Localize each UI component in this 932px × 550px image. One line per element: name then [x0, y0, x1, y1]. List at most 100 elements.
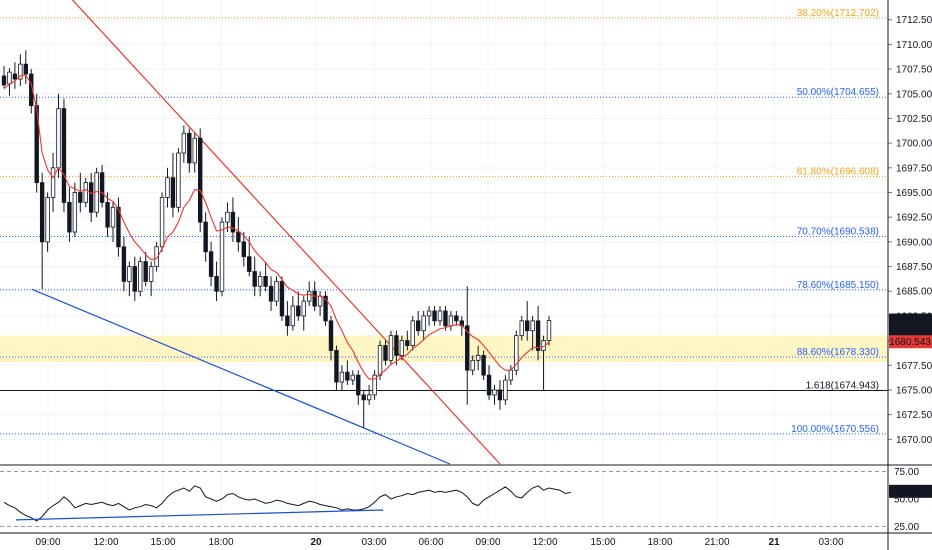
osc-tick-label: 75.00 [894, 467, 919, 478]
moving-average [3, 74, 550, 380]
last-price-badge [889, 313, 932, 340]
candle-body [306, 290, 312, 302]
x-tick-label: 15:00 [150, 537, 175, 548]
candle-body [192, 137, 197, 164]
osc-line [3, 485, 571, 522]
candle-body [519, 320, 524, 337]
candle-body [301, 300, 306, 317]
candle-body [45, 197, 50, 243]
candle-body [257, 276, 263, 287]
candle-body [421, 315, 426, 332]
candle-body [388, 335, 394, 361]
y-tick-label: 1700.000 [896, 139, 932, 150]
fib-label: 78.60%(1685.150) [797, 280, 879, 291]
candle-body [121, 246, 127, 282]
y-tick-label: 1702.500 [896, 114, 932, 125]
candle-body [208, 251, 214, 277]
candle-body [372, 374, 377, 396]
candle-body [143, 261, 148, 282]
candle-body [89, 182, 94, 213]
y-tick-label: 1697.500 [896, 163, 932, 174]
fib-label: 61.80%(1696.608) [797, 167, 879, 178]
candle-body [83, 182, 88, 203]
candle-body [525, 320, 530, 332]
candle-body [23, 63, 28, 75]
candle-body [154, 246, 159, 267]
fib-label: 38.20%(1712.702) [797, 8, 879, 19]
candle-body [432, 310, 437, 322]
candle-body [274, 280, 279, 302]
x-tick-label: 18:00 [647, 537, 672, 548]
candle-body [514, 335, 519, 371]
y-tick-label: 1677.500 [896, 361, 932, 372]
x-tick-label: 12:00 [93, 537, 118, 548]
x-tick-label: 21:00 [704, 537, 729, 548]
fib-zone-rect [0, 335, 888, 363]
x-tick-label: 21 [768, 537, 780, 548]
candle-body [214, 276, 219, 292]
y-tick-label: 1675.000 [896, 385, 932, 396]
candle-body [34, 105, 39, 184]
candle-body [50, 167, 56, 198]
candle-body [18, 63, 23, 80]
candle-body [459, 320, 464, 327]
candle-body [241, 241, 246, 258]
x-tick-label: 06:00 [418, 537, 443, 548]
fib-label: 50.00%(1704.655) [797, 87, 879, 98]
candle-body [405, 340, 410, 346]
ma-price-label: 1680.543 [889, 337, 931, 348]
x-tick-label: 03:00 [818, 537, 843, 548]
fib-label: 100.00%(1670.556) [791, 424, 879, 435]
candle-body [296, 305, 301, 317]
fib-label: 70.70%(1690.538) [797, 227, 879, 238]
fib-label: 88.60%(1678.330) [797, 347, 879, 358]
candle-body [328, 320, 334, 351]
candle-body [285, 315, 290, 327]
candle-body [394, 335, 399, 356]
candle-body [290, 305, 296, 327]
y-tick-label: 1685.000 [896, 287, 932, 298]
candle-body [546, 320, 552, 341]
candle-body [263, 276, 268, 287]
candle-body [448, 315, 454, 327]
osc-tick-label: 25.00 [894, 522, 919, 533]
candle-body [187, 132, 192, 164]
oscillator-pane [0, 471, 888, 527]
candle-body [138, 261, 143, 292]
candle-body [72, 192, 78, 233]
candle-body [219, 221, 225, 292]
candle-body [465, 325, 470, 371]
candle-body [312, 290, 317, 307]
candle-body [176, 152, 181, 208]
candle-body [530, 320, 535, 332]
candle-body [110, 206, 116, 228]
candle-body [475, 355, 481, 361]
candle-body [350, 374, 355, 381]
candle-body [1, 75, 7, 86]
x-tick-label: 03:00 [361, 537, 386, 548]
grid [0, 0, 888, 532]
y-tick-label: 1695.000 [896, 188, 932, 199]
candle-body [236, 231, 241, 243]
y-tick-label: 1712.500 [896, 15, 932, 26]
x-tick-label: 09:00 [475, 537, 500, 548]
candle-body [334, 350, 339, 383]
candle-body [105, 201, 110, 228]
candle-body [170, 177, 176, 208]
candle-body [399, 340, 405, 356]
candle-body [454, 315, 459, 322]
candle-body [345, 371, 350, 381]
osc-tick-label: 50.00 [894, 495, 919, 506]
y-tick-label: 1672.500 [896, 410, 932, 421]
candle-body [437, 310, 443, 322]
trendlines [31, 0, 501, 465]
candle-body [39, 182, 45, 243]
ma-line [3, 74, 550, 380]
candle-body [481, 355, 486, 376]
candle-body [132, 266, 137, 292]
candle-body [415, 320, 421, 332]
candle-body [148, 266, 154, 282]
y-tick-label: 1707.500 [896, 65, 932, 76]
